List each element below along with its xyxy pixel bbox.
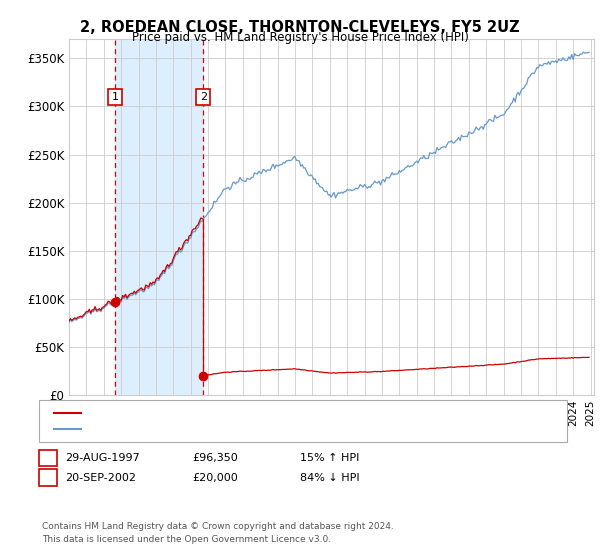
Text: 2, ROEDEAN CLOSE, THORNTON-CLEVELEYS, FY5 2UZ (detached house): 2, ROEDEAN CLOSE, THORNTON-CLEVELEYS, FY… (87, 408, 461, 418)
Bar (115, 39, 203, 395)
Text: This data is licensed under the Open Government Licence v3.0.: This data is licensed under the Open Gov… (42, 535, 331, 544)
Text: £96,350: £96,350 (192, 453, 238, 463)
Text: 2: 2 (44, 473, 52, 483)
Text: 29-AUG-1997: 29-AUG-1997 (65, 453, 140, 463)
Text: £20,000: £20,000 (192, 473, 238, 483)
Text: 1: 1 (44, 453, 52, 463)
Text: 1: 1 (112, 92, 119, 102)
Text: 20-SEP-2002: 20-SEP-2002 (65, 473, 136, 483)
Text: HPI: Average price, detached house, Wyre: HPI: Average price, detached house, Wyre (87, 424, 307, 435)
Text: 84% ↓ HPI: 84% ↓ HPI (300, 473, 359, 483)
Text: 2, ROEDEAN CLOSE, THORNTON-CLEVELEYS, FY5 2UZ: 2, ROEDEAN CLOSE, THORNTON-CLEVELEYS, FY… (80, 20, 520, 35)
Text: 15% ↑ HPI: 15% ↑ HPI (300, 453, 359, 463)
Text: 2: 2 (200, 92, 207, 102)
Text: Price paid vs. HM Land Registry's House Price Index (HPI): Price paid vs. HM Land Registry's House … (131, 31, 469, 44)
Text: Contains HM Land Registry data © Crown copyright and database right 2024.: Contains HM Land Registry data © Crown c… (42, 522, 394, 531)
